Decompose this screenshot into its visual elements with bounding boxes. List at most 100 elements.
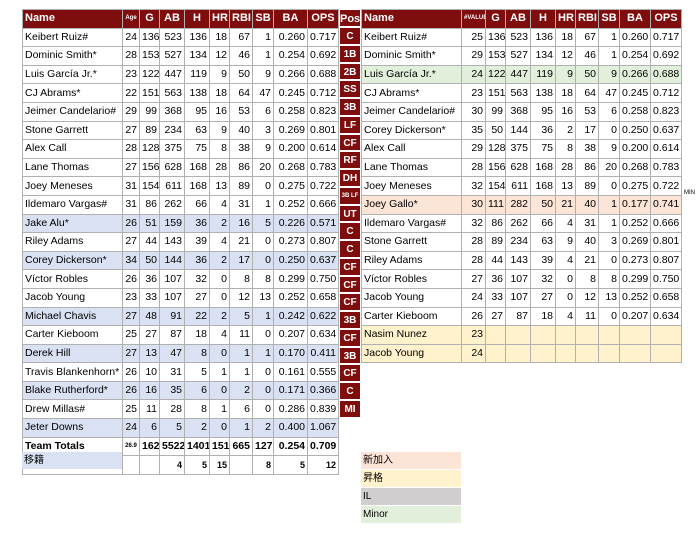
pos-cell: C — [339, 27, 361, 45]
player-name-cell: Dominic Smith* — [22, 46, 123, 66]
player-name-cell: Carter Kieboom — [22, 325, 123, 345]
stat-cell: 368 — [505, 101, 531, 122]
stat-cell: 28 — [159, 399, 185, 420]
stat-cell: 2 — [184, 418, 210, 438]
stat-cell: 27 — [139, 325, 160, 345]
table-row: Drew Millas# 25 11 28 8 1 6 0 0.286 0.839 — [22, 399, 339, 420]
stat-cell: 0.741 — [650, 194, 682, 215]
stat-cell: 0.252 — [619, 213, 651, 234]
player-name-cell: Ildemaro Vargas# — [361, 213, 462, 234]
stat-cell: 0.177 — [619, 194, 651, 215]
player-name-cell: Dominic Smith* — [361, 46, 462, 66]
stat-cell: 0.666 — [307, 194, 339, 215]
stat-cell: 128 — [139, 139, 160, 159]
stat-cell: 2 — [209, 306, 230, 327]
stat-cell: 1401 — [184, 436, 210, 457]
stat-cell: 0 — [209, 380, 230, 401]
stat-cell: 48 — [139, 306, 160, 327]
stat-cell: 33 — [139, 287, 160, 308]
stat-cell: 1 — [229, 418, 253, 438]
stat-cell: 66 — [184, 194, 210, 215]
stat-cell: 27 — [122, 343, 140, 364]
stat-cell: 0 — [598, 120, 620, 141]
stat-cell: 99 — [485, 101, 506, 122]
stat-cell: 89 — [485, 232, 506, 252]
table-row: Lane Thomas 28 156 628 168 28 86 20 0.268 0.783 — [361, 157, 682, 178]
player-name-cell: Michael Chavis — [22, 306, 123, 327]
stat-cell: 0.801 — [650, 232, 682, 252]
stat-cell: 611 — [505, 176, 531, 196]
table-row: Blake Rutherford* 26 16 35 6 0 2 0 0.171 0.366 — [22, 380, 339, 401]
stat-cell: 111 — [485, 194, 506, 215]
stat-cell: 162 — [139, 436, 160, 457]
stat-cell: 0.807 — [307, 232, 339, 252]
stat-cell: 1 — [598, 213, 620, 234]
stat-cell: 99 — [139, 101, 160, 122]
stat-cell: 159 — [159, 213, 185, 234]
stat-cell: 36 — [139, 269, 160, 289]
stat-cell: 5 — [252, 213, 274, 234]
stat-cell: 153 — [139, 46, 160, 66]
stat-cell: 0.709 — [307, 436, 339, 457]
stat-cell: 75 — [184, 139, 210, 159]
stat-cell: 5 — [159, 418, 185, 438]
stat-cell: 27 — [461, 269, 486, 289]
stat-cell: 24 — [461, 287, 486, 308]
stat-cell — [555, 343, 576, 364]
stat-cell: 20 — [252, 157, 274, 178]
stat-cell: 29 — [461, 139, 486, 159]
stat-cell: 24 — [122, 27, 140, 48]
player-name-cell: Alex Call — [361, 139, 462, 159]
stat-cell: 36 — [184, 213, 210, 234]
stat-cell: 0.245 — [619, 83, 651, 103]
player-name-cell: Jake Alu* — [22, 213, 123, 234]
stat-cell: 27 — [122, 120, 140, 141]
stat-cell: 13 — [209, 176, 230, 196]
stat-cell: 17 — [229, 250, 253, 271]
pos-cell: LF — [339, 115, 361, 134]
stat-cell: 0.688 — [650, 64, 682, 85]
stat-cell: 563 — [159, 83, 185, 103]
stat-cell: 40 — [575, 194, 599, 215]
legend-moved: 移籍 — [22, 452, 122, 469]
stat-cell: 1 — [252, 46, 274, 66]
stat-cell: 33 — [485, 287, 506, 308]
stat-cell: 38 — [575, 139, 599, 159]
stat-cell — [619, 325, 651, 345]
stat-cell: 9 — [209, 64, 230, 85]
stat-cell: 89 — [575, 176, 599, 196]
stat-cell: 0 — [252, 325, 274, 345]
stat-cell: 0.258 — [273, 101, 308, 122]
left-roster-table: Name Age G AB H HR RBI SB BA OPS Keibert Ruiz# 24 1… — [22, 9, 339, 475]
right-header-0: Name — [361, 9, 462, 29]
stat-cell: 18 — [555, 27, 576, 48]
table-row: Jeimer Candelario# 29 99 368 95 16 53 6 0.258 0.8… — [22, 101, 339, 122]
stat-cell: 22 — [184, 306, 210, 327]
player-name-cell: Carter Kieboom — [361, 306, 462, 327]
player-name-cell: Travis Blankenhorn* — [22, 362, 123, 382]
player-name-cell: Víctor Robles — [22, 269, 123, 289]
left-header-4: H — [184, 9, 210, 29]
stat-cell: 0.258 — [619, 101, 651, 122]
legend-item: IL — [361, 488, 461, 505]
stat-cell: 0 — [252, 380, 274, 401]
stat-cell: 17 — [575, 120, 599, 141]
stat-cell: 4 — [555, 306, 576, 327]
stat-cell: 0.637 — [650, 120, 682, 141]
stat-cell: 0.226 — [273, 213, 308, 234]
stat-cell: 0.254 — [273, 46, 308, 66]
stat-cell: 53 — [575, 101, 599, 122]
player-name-cell: Joey Meneses — [22, 176, 123, 196]
right-header-1: #VALUE! — [461, 9, 486, 29]
table-row: Carter Kieboom 25 27 87 18 4 11 0 0.207 0.634 — [22, 325, 339, 345]
stat-cell: 16 — [229, 213, 253, 234]
stat-cell: 32 — [461, 176, 486, 196]
stat-cell: 0.273 — [273, 232, 308, 252]
stat-cell: 0.286 — [273, 399, 308, 420]
stat-cell: 9 — [252, 139, 274, 159]
right-header-6: RBI — [575, 9, 599, 29]
stat-cell: 86 — [229, 157, 253, 178]
player-name-cell: Riley Adams — [22, 232, 123, 252]
stat-cell: 0 — [209, 287, 230, 308]
stat-cell: 234 — [505, 232, 531, 252]
